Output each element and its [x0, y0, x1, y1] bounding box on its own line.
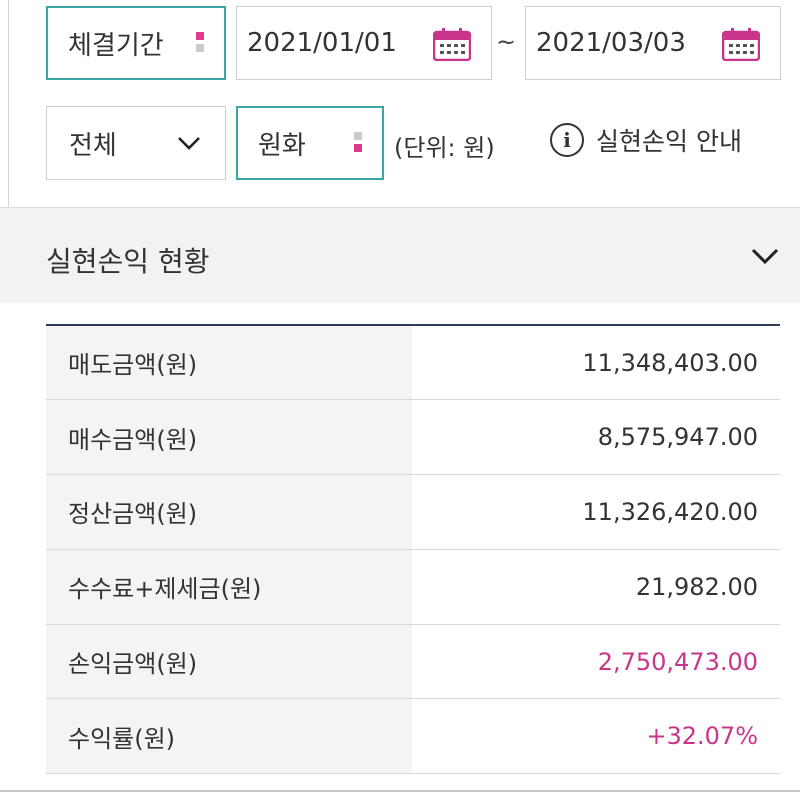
- table-row: 수수료+제세금(원) 21,982.00: [46, 549, 780, 625]
- calendar-icon[interactable]: [722, 27, 760, 61]
- row-value: 11,326,420.00: [582, 497, 758, 526]
- row-value: 8,575,947.00: [597, 423, 758, 452]
- type-select-value: 전체: [69, 130, 117, 161]
- info-link-label: 실현손익 안내: [596, 127, 742, 156]
- row-value: +32.07%: [646, 722, 758, 751]
- summary-section-header[interactable]: 실현손익 현황: [0, 207, 800, 303]
- table-row: 정산금액(원) 11,326,420.00: [46, 474, 780, 550]
- row-label: 수수료+제세금(원): [46, 549, 412, 625]
- unit-text: (단위: 원): [394, 134, 495, 162]
- info-icon: i: [550, 123, 584, 157]
- divider: [0, 790, 800, 792]
- table-row: 손익금액(원) 2,750,473.00: [46, 624, 780, 699]
- row-label: 정산금액(원): [46, 474, 412, 550]
- currency-select[interactable]: 원화: [236, 106, 384, 180]
- period-select-label: 체결기간: [68, 30, 164, 61]
- start-date-value: 2021/01/01: [247, 28, 397, 58]
- table-row: 수익률(원) +32.07%: [46, 698, 780, 774]
- realized-pnl-table: 매도금액(원) 11,348,403.00 매수금액(원) 8,575,947.00 정…: [46, 324, 780, 774]
- type-select[interactable]: 전체: [46, 106, 226, 180]
- row-label: 매수금액(원): [46, 399, 412, 475]
- realized-pnl-info-link[interactable]: i 실현손익 안내: [550, 122, 742, 158]
- row-value: 2,750,473.00: [597, 647, 758, 676]
- select-handle-icon: [354, 132, 362, 156]
- panel-edge: [0, 0, 9, 220]
- select-handle-icon: [196, 32, 204, 56]
- end-date-input[interactable]: 2021/03/03: [525, 6, 781, 80]
- period-select[interactable]: 체결기간: [46, 6, 226, 80]
- filter-area: 체결기간 2021/01/01 ~ 2021/03/03: [0, 0, 800, 220]
- row-label: 매도금액(원): [46, 325, 412, 400]
- chevron-down-icon[interactable]: [750, 246, 780, 266]
- summary-title: 실현손익 현황: [46, 245, 210, 278]
- table-row: 매도금액(원) 11,348,403.00: [46, 325, 780, 400]
- row-label: 손익금액(원): [46, 624, 412, 699]
- date-range-separator: ~: [496, 28, 517, 56]
- row-value: 21,982.00: [635, 572, 758, 601]
- calendar-icon[interactable]: [433, 27, 471, 61]
- chevron-down-icon: [178, 137, 200, 150]
- currency-select-value: 원화: [258, 130, 306, 161]
- table-row: 매수금액(원) 8,575,947.00: [46, 399, 780, 475]
- row-label: 수익률(원): [46, 698, 412, 774]
- start-date-input[interactable]: 2021/01/01: [236, 6, 492, 80]
- end-date-value: 2021/03/03: [536, 28, 686, 58]
- row-value: 11,348,403.00: [582, 348, 758, 377]
